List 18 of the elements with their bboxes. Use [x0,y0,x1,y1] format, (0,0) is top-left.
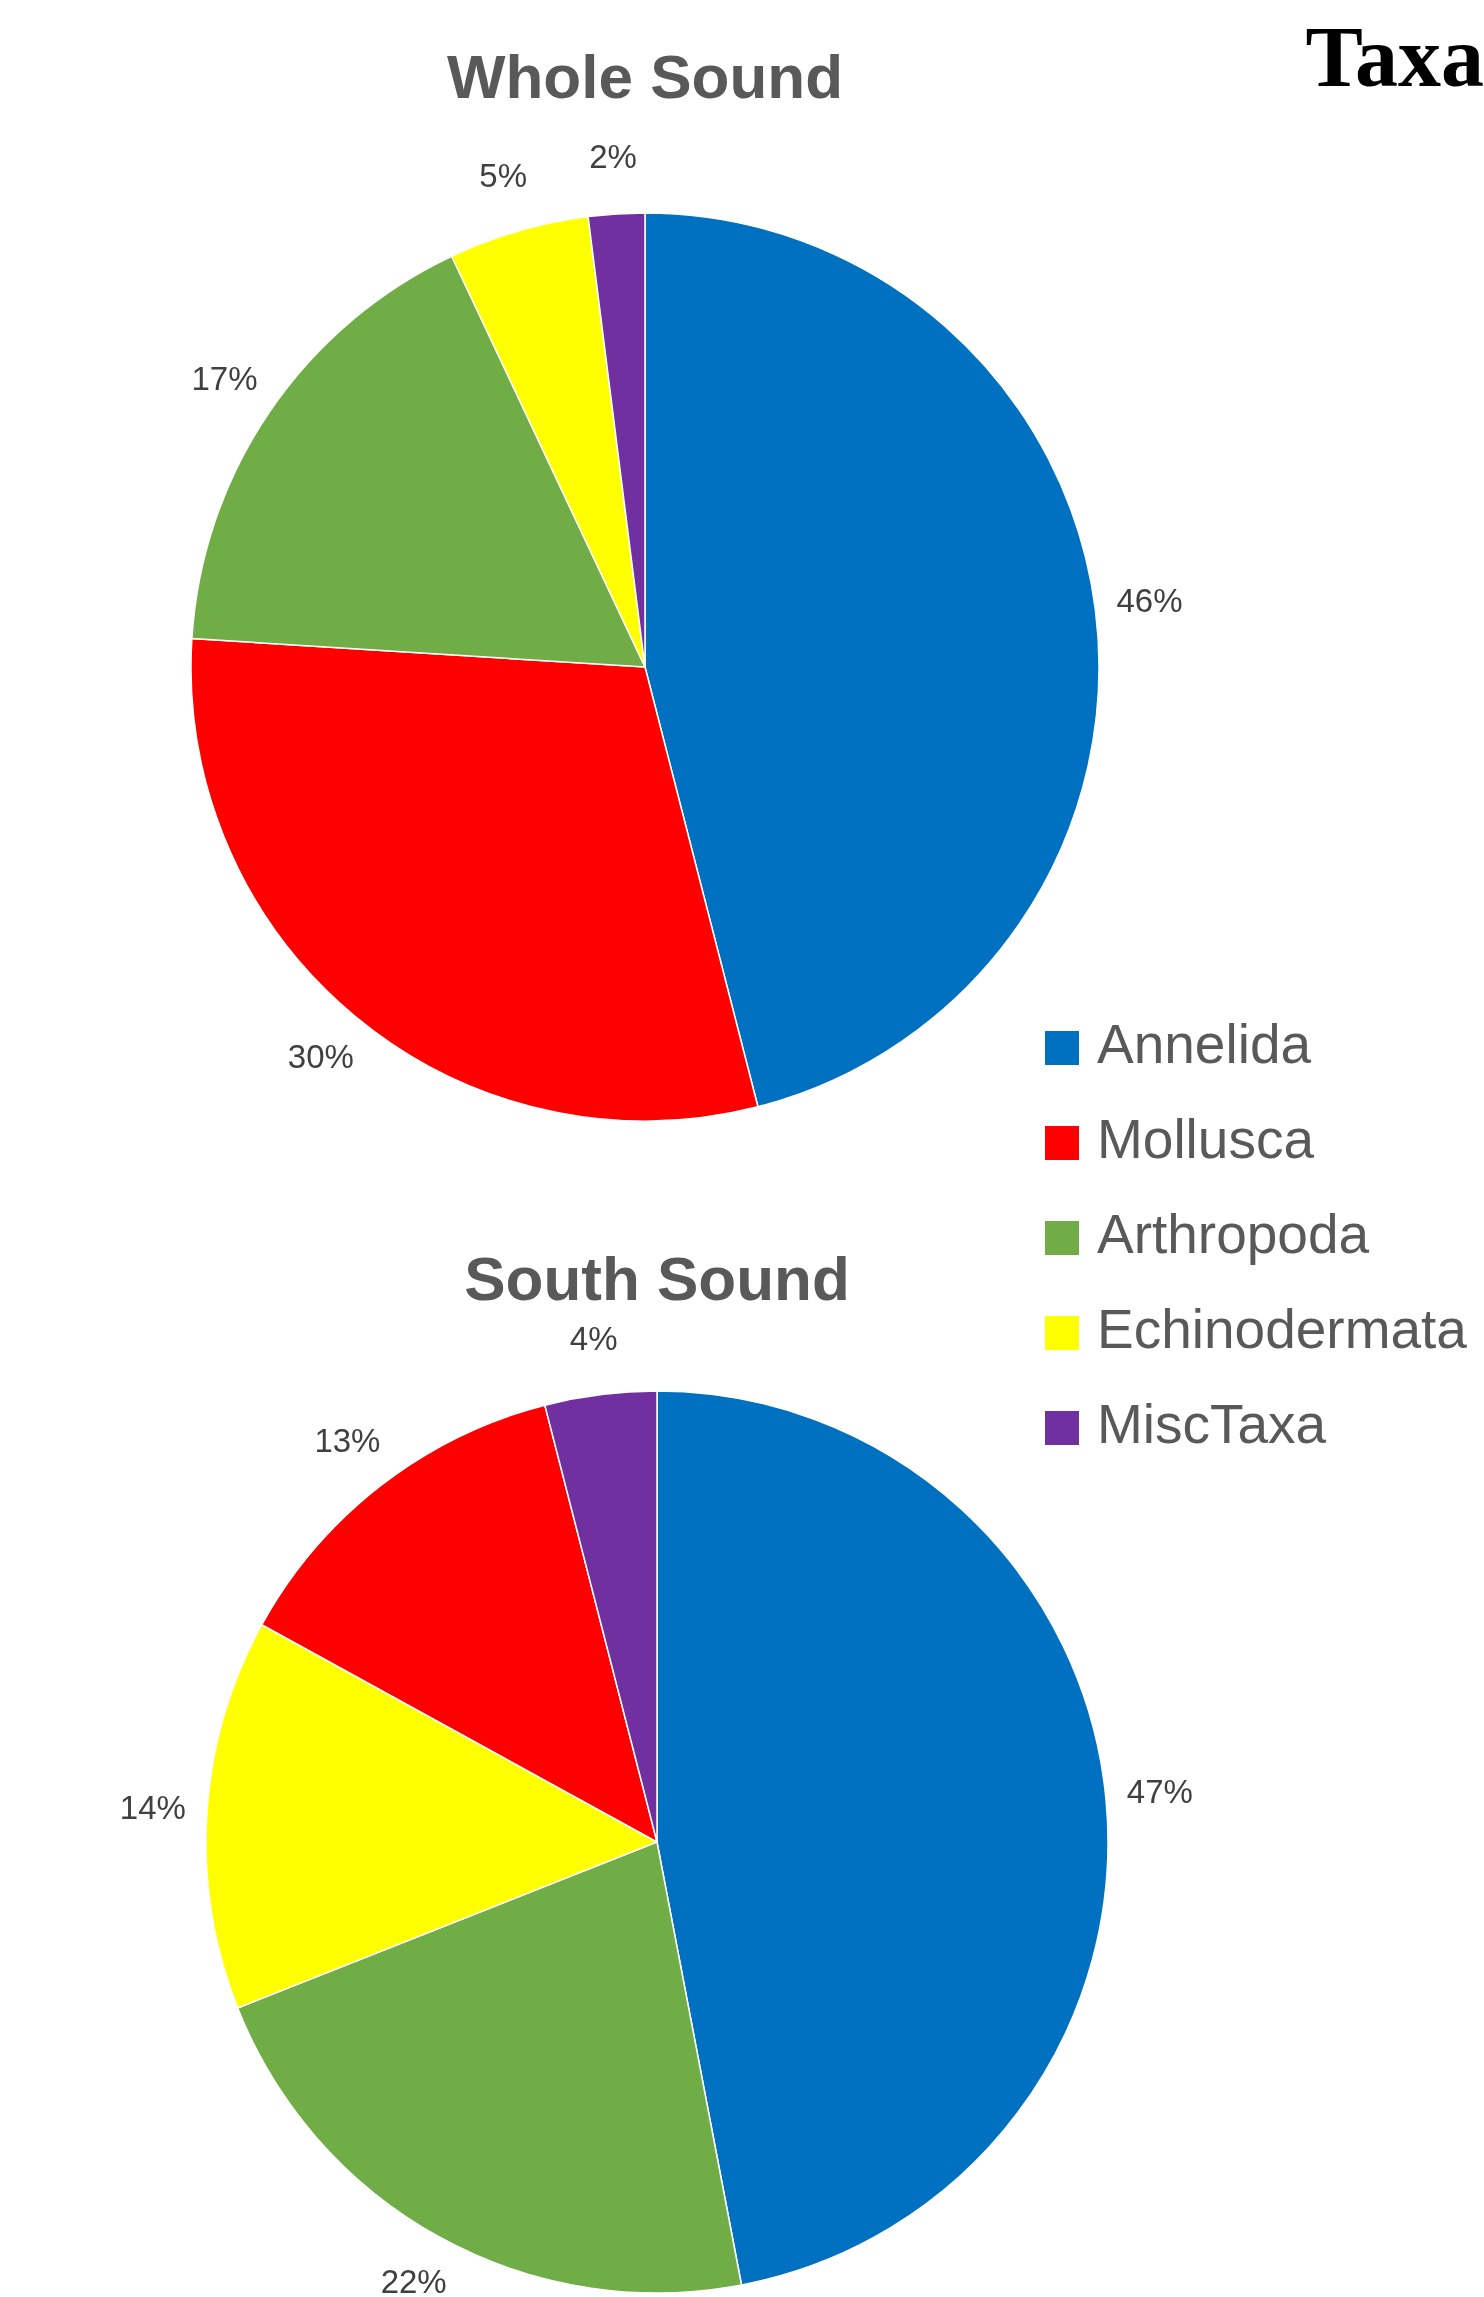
legend-label: Echinodermata [1097,1297,1468,1360]
data-label: 30% [287,1037,354,1075]
data-label: 5% [479,157,527,195]
data-label: 46% [1116,581,1183,619]
legend-label: Annelida [1097,1012,1312,1075]
chart-title: South Sound [464,1244,850,1313]
chart-title: Whole Sound [446,42,844,111]
text: Taxa [1305,9,1484,105]
data-label: 17% [191,359,258,397]
legend-label: Mollusca [1097,1107,1315,1170]
data-label: 22% [380,2263,447,2297]
data-label: 4% [569,1319,618,1357]
legend-label: Arthropoda [1097,1202,1370,1265]
data-label: 14% [119,1789,186,1826]
legend-label: MiscTaxa [1097,1392,1327,1455]
data-label: 2% [589,138,637,176]
data-label: 47% [1126,1773,1193,1811]
data-label: 13% [314,1421,381,1459]
